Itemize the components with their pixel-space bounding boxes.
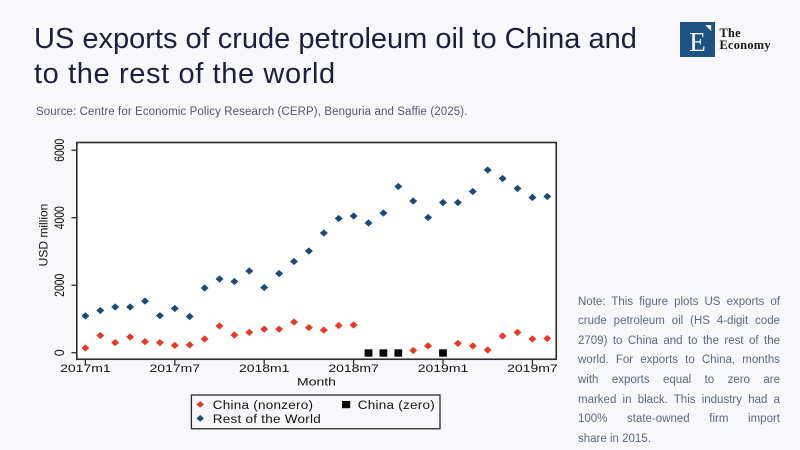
svg-text:Rest of the World: Rest of the World [213, 413, 321, 426]
svg-text:2017m7: 2017m7 [150, 362, 201, 374]
svg-text:USD million: USD million [37, 204, 51, 267]
svg-text:China (zero): China (zero) [358, 399, 435, 412]
svg-text:Month: Month [297, 375, 336, 388]
svg-text:2000: 2000 [52, 274, 67, 297]
svg-text:2019m7: 2019m7 [507, 362, 558, 374]
svg-text:6000: 6000 [52, 139, 67, 162]
svg-text:0: 0 [52, 349, 67, 356]
svg-text:China (nonzero): China (nonzero) [213, 399, 313, 412]
svg-text:2018m1: 2018m1 [239, 362, 290, 374]
svg-text:2019m1: 2019m1 [418, 362, 469, 374]
svg-text:2017m1: 2017m1 [60, 362, 111, 374]
svg-text:4000: 4000 [52, 206, 67, 229]
svg-text:2018m7: 2018m7 [328, 362, 379, 374]
